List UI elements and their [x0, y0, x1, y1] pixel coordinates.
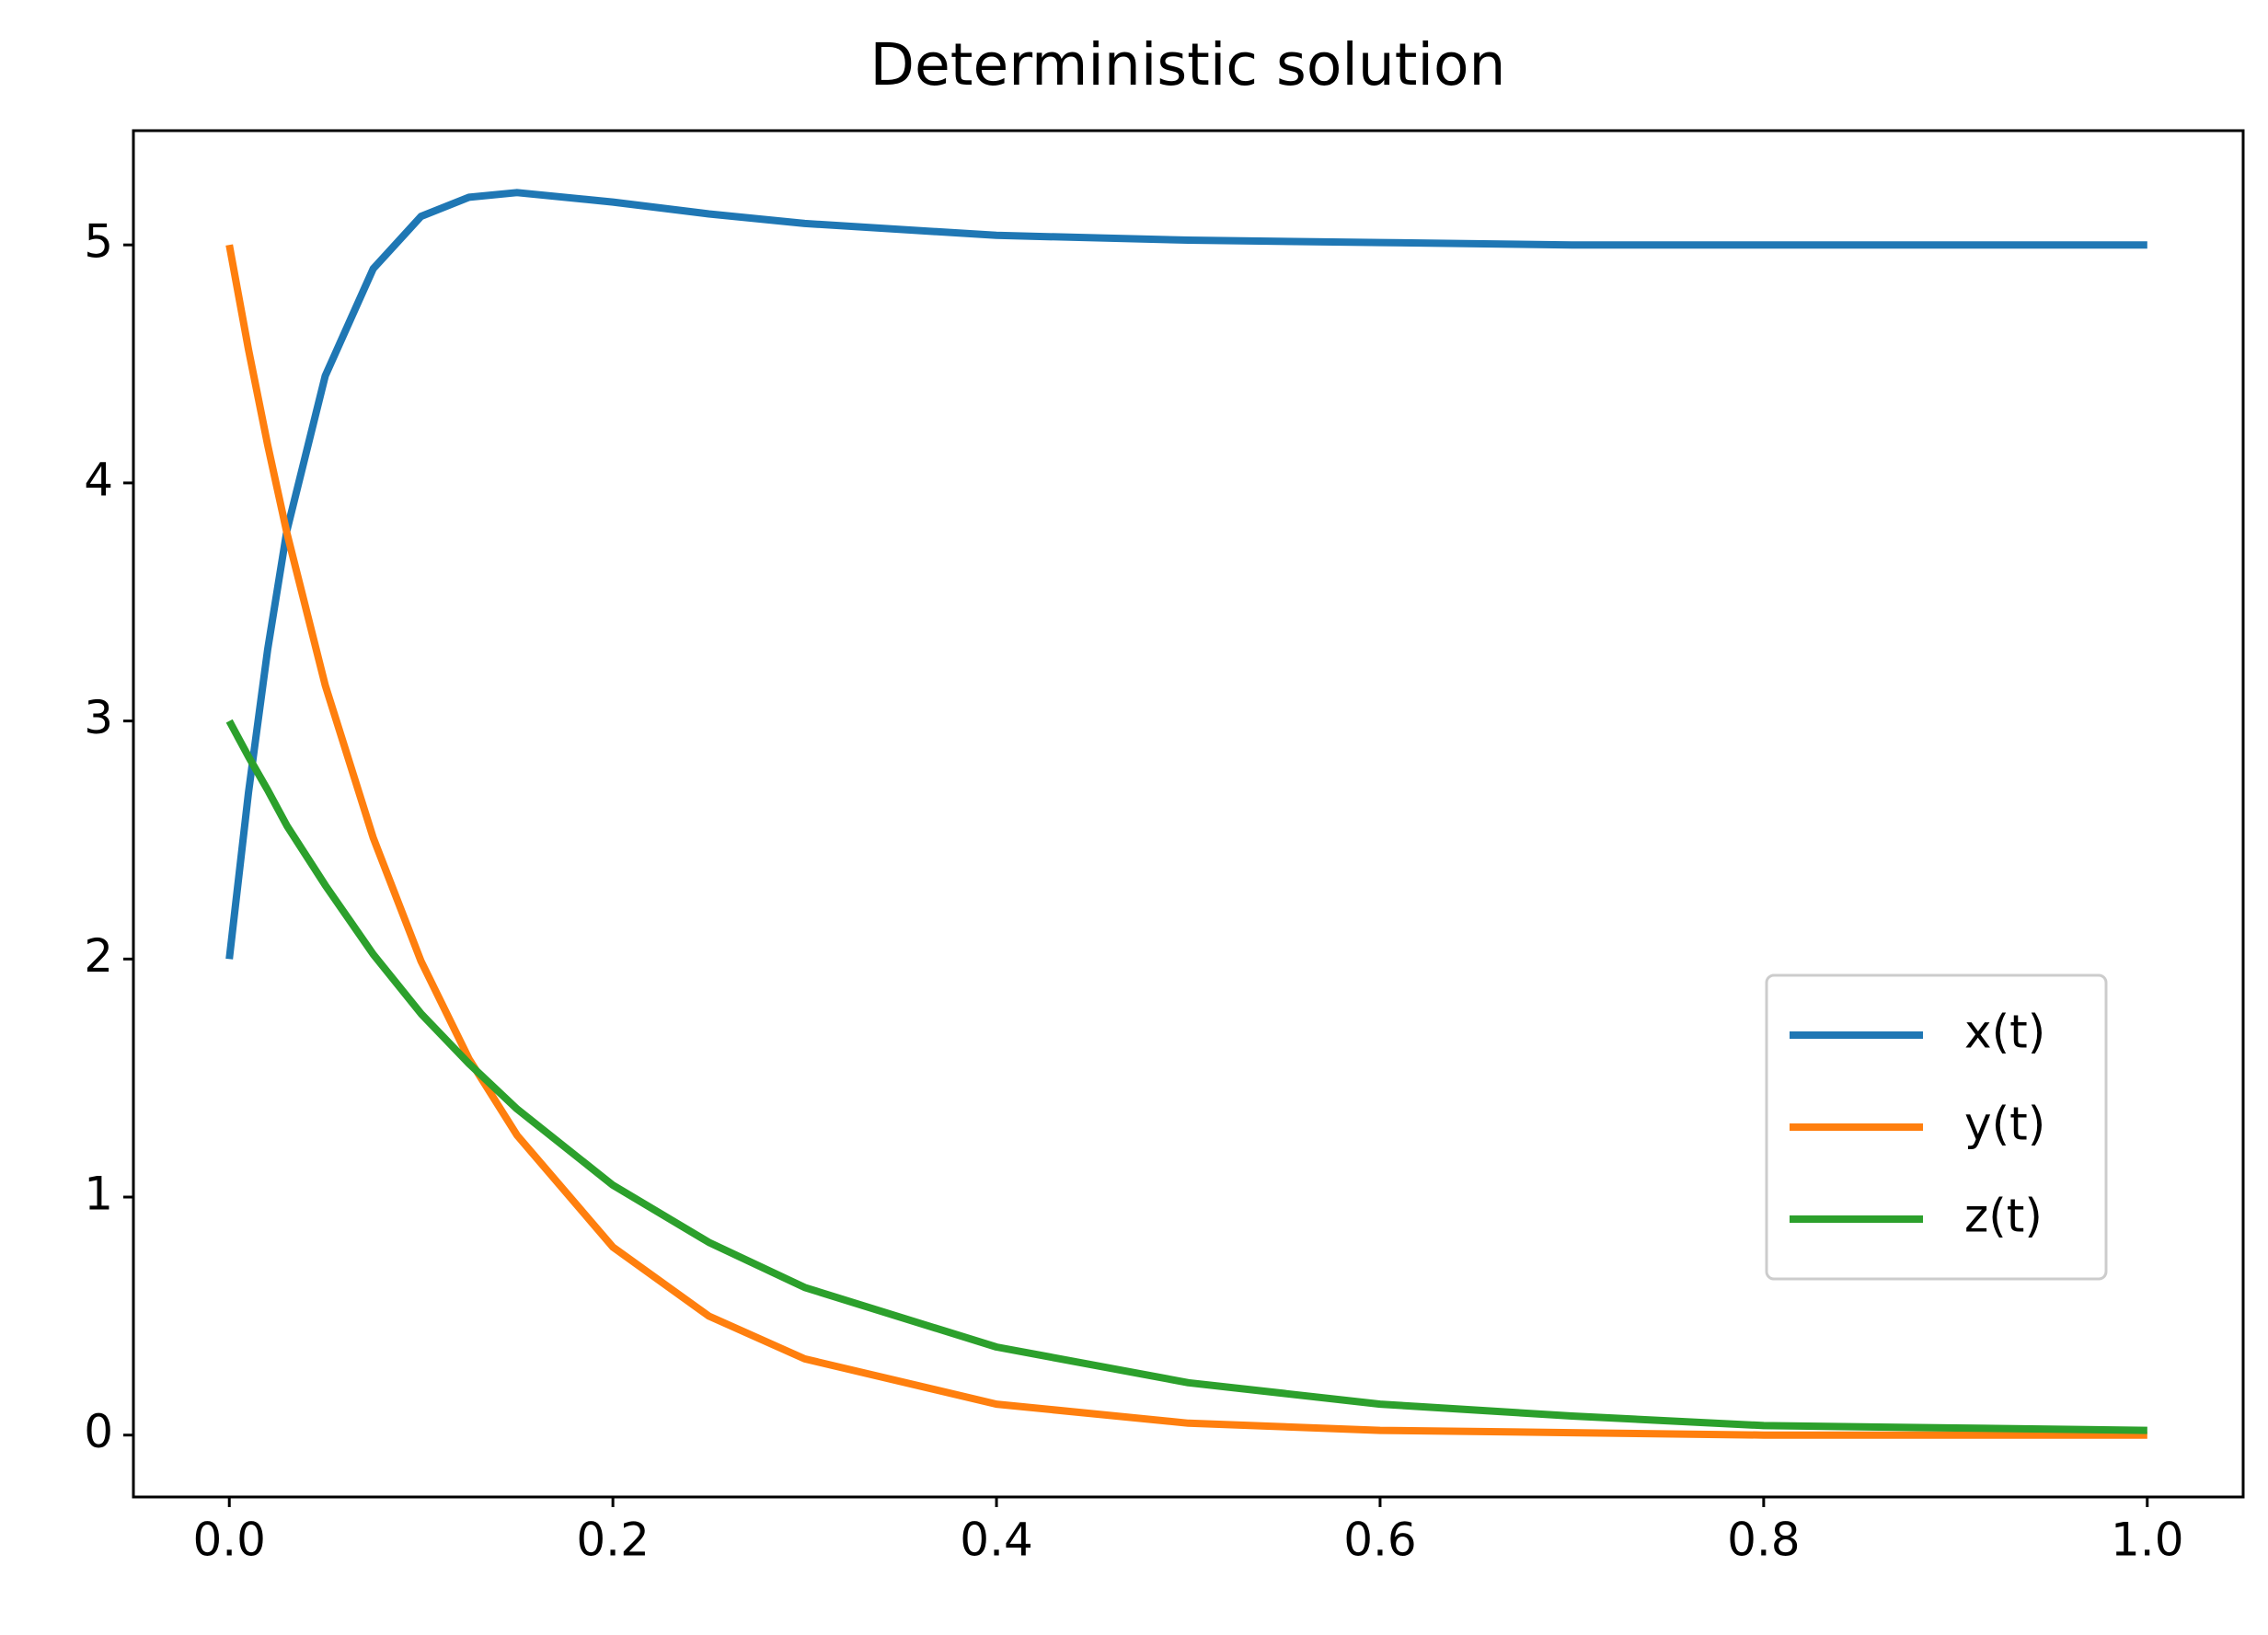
- y-tick-label: 4: [84, 453, 113, 506]
- plot-frame: [132, 129, 2245, 1499]
- y-tick-label: 5: [84, 215, 113, 269]
- data-line: [225, 719, 2147, 1434]
- legend-box: [1765, 973, 2108, 1281]
- legend-label: y(t): [1964, 1098, 2045, 1151]
- x-tick-label: 0.4: [960, 1514, 1033, 1567]
- x-tick-label: 0.8: [1727, 1514, 1801, 1567]
- y-tick-label: 3: [84, 691, 113, 744]
- y-tick-label: 1: [84, 1168, 113, 1221]
- x-tick-label: 0.2: [576, 1514, 650, 1567]
- x-tick-label: 1.0: [2111, 1514, 2184, 1567]
- legend-label: x(t): [1964, 1006, 2045, 1059]
- data-line: [225, 244, 2147, 1439]
- y-tick-label: 0: [84, 1405, 113, 1458]
- legend-label: z(t): [1964, 1190, 2043, 1243]
- chart-title: Deterministic solution: [869, 31, 1505, 98]
- x-tick-label: 0.0: [192, 1514, 266, 1567]
- x-tick-label: 0.6: [1343, 1514, 1417, 1567]
- y-tick-label: 2: [84, 929, 113, 983]
